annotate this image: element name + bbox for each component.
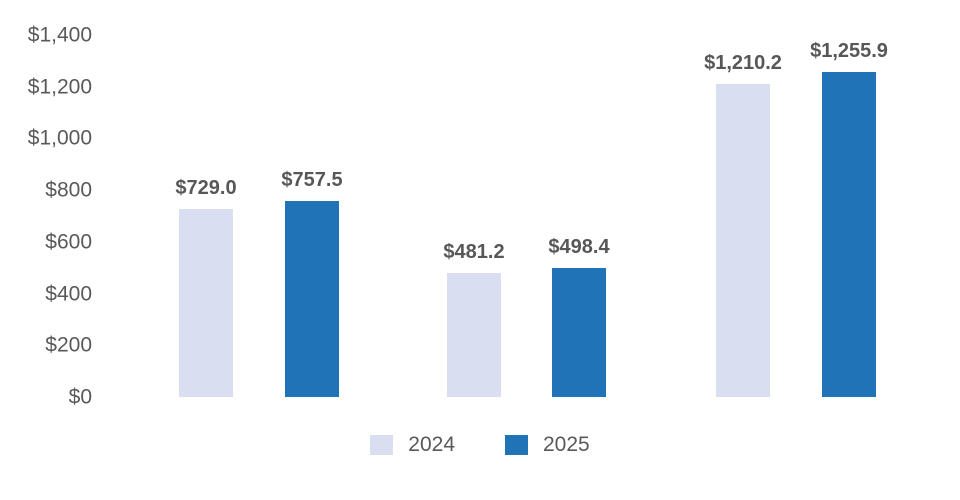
bar-2025-group1 (285, 201, 339, 397)
bar-value-label: $729.0 (175, 177, 237, 199)
legend-label: 2024 (408, 433, 455, 456)
bar-value-label: $757.5 (281, 169, 343, 191)
y-axis-tick-label: $1,000 (27, 126, 92, 150)
bar-2025-group3 (822, 72, 876, 397)
bar-value-label: $1,210.2 (704, 52, 782, 74)
bar-2024-group2 (447, 273, 501, 397)
y-axis-tick-label: $0 (68, 385, 92, 409)
legend-swatch-icon (505, 434, 528, 455)
bar-2024-group3 (716, 84, 770, 397)
legend-item-2024: 2024 (370, 434, 455, 455)
y-axis-tick-label: $1,200 (27, 75, 92, 99)
bar-2025-group2 (552, 268, 606, 397)
bar-value-label: $1,255.9 (810, 40, 888, 62)
bar-2024-group1 (179, 209, 233, 397)
bar-value-label: $498.4 (548, 236, 610, 258)
bar-value-label: $481.2 (443, 241, 505, 263)
y-axis-tick-label: $600 (45, 230, 92, 254)
legend-swatch-icon (370, 434, 394, 455)
legend-label: 2025 (543, 433, 590, 456)
legend: 2024 2025 (0, 434, 960, 455)
y-axis-tick-label: $400 (45, 282, 92, 306)
y-axis-tick-label: $200 (45, 333, 92, 357)
y-axis-tick-label: $1,400 (27, 23, 92, 47)
legend-item-2025: 2025 (505, 434, 590, 455)
y-axis-tick-label: $800 (45, 178, 92, 202)
